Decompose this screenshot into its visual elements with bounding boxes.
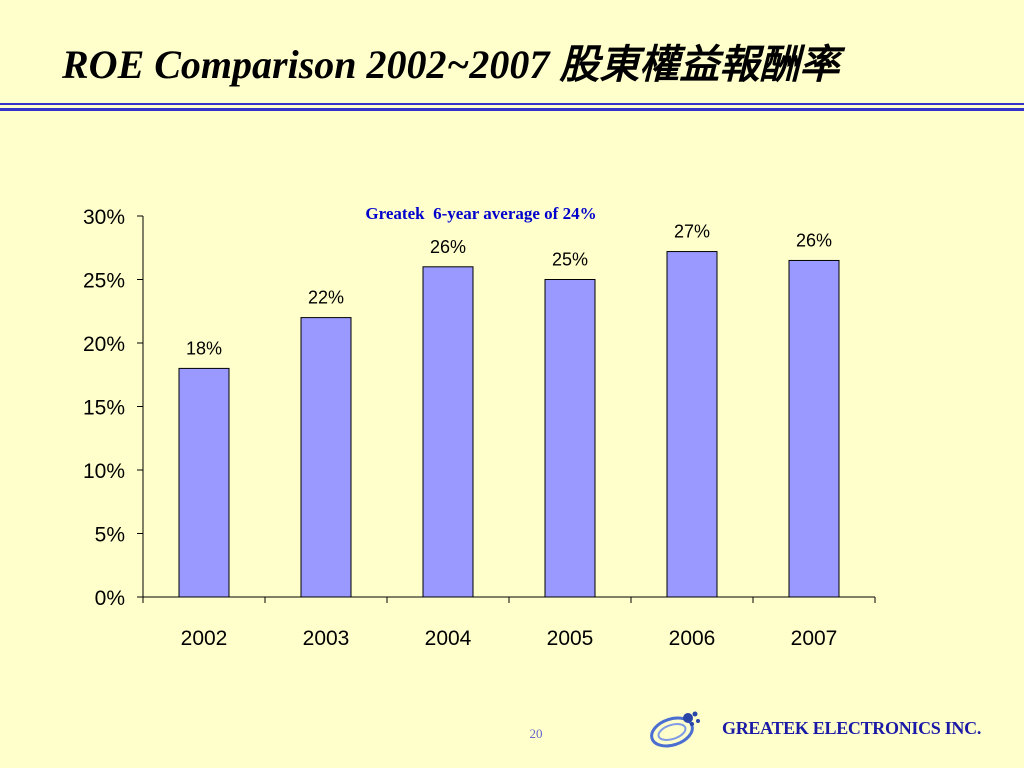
data-label-2003: 22%	[308, 288, 344, 308]
title-rule-thin	[0, 103, 1024, 105]
x-tick-label: 2007	[791, 627, 838, 650]
title-rule-thick	[0, 108, 1024, 111]
greatek-logo-icon	[650, 711, 700, 748]
company-name-text: GREATEK ELECTRONICS INC	[722, 718, 977, 738]
x-tick-label: 2002	[181, 627, 228, 650]
bar-2004	[422, 266, 474, 598]
x-tick-label: 2003	[303, 627, 350, 650]
data-label-2005: 25%	[552, 250, 588, 270]
data-label-2006: 27%	[674, 222, 710, 242]
data-label-2004: 26%	[430, 237, 466, 257]
slide-title: ROE Comparison 2002~2007 股東權益報酬率	[62, 42, 840, 87]
x-tick-label: 2004	[425, 627, 472, 650]
bar-2005	[544, 279, 596, 598]
bar-2002	[178, 367, 230, 598]
bar-2006	[666, 251, 718, 598]
y-tick-label: 10%	[83, 460, 125, 483]
bar-2003	[300, 317, 352, 598]
y-tick-label: 30%	[83, 206, 125, 229]
company-name-suffix: .	[976, 718, 982, 738]
y-tick-label: 5%	[95, 524, 125, 547]
y-tick-label: 0%	[95, 587, 125, 610]
data-label-2007: 26%	[796, 230, 832, 250]
data-label-2002: 18%	[186, 338, 222, 358]
page-number: 20	[529, 726, 543, 741]
y-tick-label: 15%	[83, 397, 125, 420]
chart-annotation: Greatek 6-year average of 24%	[365, 204, 596, 223]
x-tick-label: 2006	[669, 627, 716, 650]
y-tick-label: 20%	[83, 333, 125, 356]
bar-2007	[788, 259, 840, 598]
y-tick-label: 25%	[83, 270, 125, 293]
roe-bar-chart: 0% 5% 10% 15% 20% 25% 30% 18% 2002 22% 2003 26% 2004…	[83, 204, 876, 650]
x-tick-label: 2005	[547, 627, 594, 650]
company-name: GREATEK ELECTRONICS INC.	[722, 718, 981, 739]
